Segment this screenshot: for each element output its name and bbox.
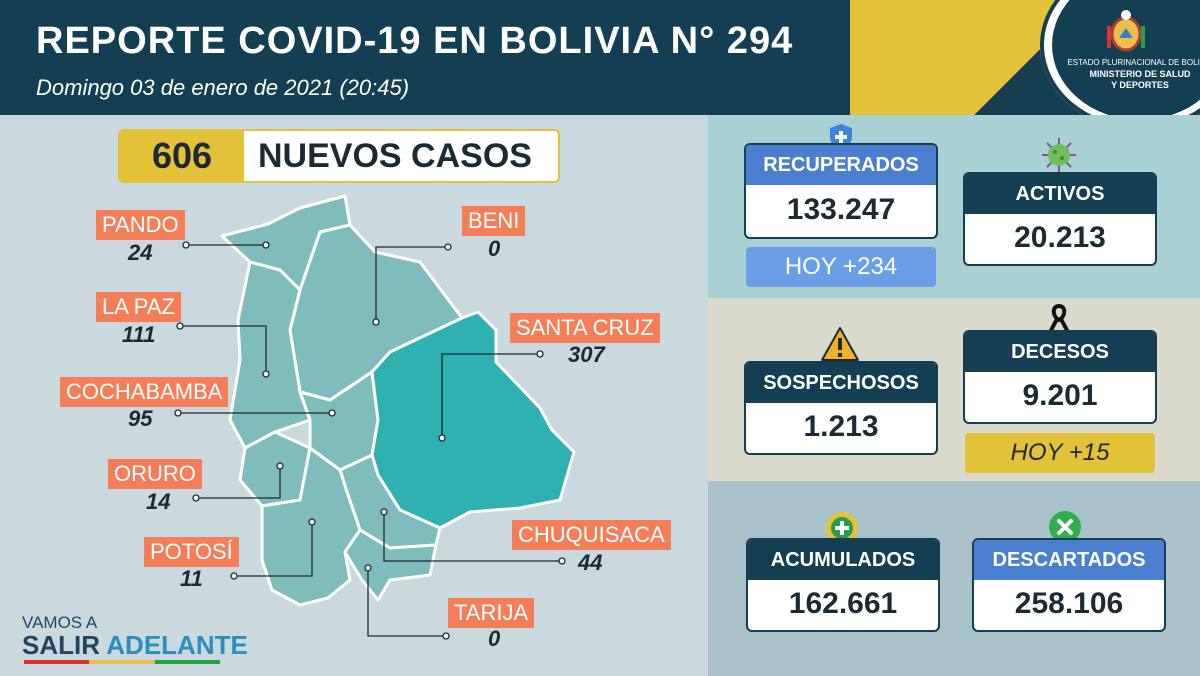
dept-label-pando: PANDO — [96, 210, 185, 240]
dept-value-santa-cruz: 307 — [568, 342, 605, 367]
marker-beni — [444, 243, 452, 251]
warning-icon — [821, 327, 859, 361]
x-circle-icon — [1049, 511, 1081, 543]
marker-santa-cruz — [536, 350, 544, 358]
marker-la-paz — [176, 322, 184, 330]
deaths-today: HOY +15 — [965, 433, 1155, 473]
marker-potosi-region — [308, 518, 316, 526]
campaign-slogan-line2: SALIR ADELANTE — [22, 630, 248, 661]
discarded-card: DESCARTADOS 258.106 — [972, 538, 1166, 632]
dept-label-tarija: TARIJA — [448, 598, 535, 628]
plus-circle-icon — [826, 512, 858, 544]
report-date: Domingo 03 de enero de 2021 (20:45) — [36, 75, 410, 100]
marker-la-paz-region — [262, 370, 270, 378]
dept-label-oruro: ORURO — [108, 459, 202, 489]
campaign-slogan-line1: VAMOS A — [22, 613, 98, 632]
ministry-name-2: Y DEPORTES — [1111, 80, 1169, 90]
leader-oruro — [196, 466, 281, 499]
dept-value-beni: 0 — [488, 236, 501, 261]
active-card: ACTIVOS 20.213 — [963, 172, 1157, 266]
marker-cochabamba-region — [328, 409, 336, 417]
dept-value-oruro: 14 — [146, 489, 171, 514]
leader-tarija — [367, 568, 446, 637]
ministry-name: MINISTERIO DE SALUD — [1089, 69, 1191, 79]
marker-oruro-region — [276, 462, 284, 470]
dept-value-cochabamba: 95 — [128, 406, 153, 431]
dept-value-pando: 24 — [128, 240, 153, 265]
marker-potosi — [230, 572, 238, 580]
new-cases-value: 606 — [120, 131, 244, 181]
marker-tarija-region — [364, 564, 372, 572]
virus-icon — [1042, 138, 1076, 172]
discarded-label: DESCARTADOS — [974, 540, 1164, 580]
dept-value-tarija: 0 — [488, 626, 501, 651]
flag-color-strip — [24, 660, 220, 664]
dept-label-santa-cruz: SANTA CRUZ — [510, 313, 660, 343]
suspected-card: SOSPECHOSOS 1.213 — [744, 361, 938, 455]
marker-tarija — [442, 632, 450, 640]
slogan-word-salir: SALIR — [22, 630, 107, 660]
deaths-card: DECESOS 9.201 — [963, 330, 1157, 424]
recovered-label: RECUPERADOS — [746, 145, 936, 185]
dept-value-la-paz: 111 — [122, 322, 156, 347]
dept-value-chuquisaca: 44 — [578, 550, 603, 575]
marker-chuquisaca — [558, 557, 566, 565]
marker-santa-cruz-region — [438, 434, 446, 442]
active-value: 20.213 — [1014, 221, 1106, 254]
dept-label-beni: BENI — [462, 206, 526, 236]
marker-pando-region — [262, 241, 270, 249]
suspected-value: 1.213 — [803, 410, 879, 443]
map-region-la-paz — [228, 260, 312, 450]
marker-cochabamba — [174, 409, 182, 417]
recovered-value: 133.247 — [786, 193, 896, 226]
dept-label-cochabamba: COCHABAMBA — [60, 377, 229, 407]
leader-chuquisaca — [383, 512, 562, 562]
page-title: REPORTE COVID-19 EN BOLIVIA N° 294 — [36, 20, 794, 62]
ministry-state-label: ESTADO PLURINACIONAL DE BOLIVIA — [1067, 58, 1200, 67]
suspected-label: SOSPECHOSOS — [746, 363, 936, 403]
slogan-word-adelante: ADELANTE — [106, 630, 248, 660]
new-cases-label: NUEVOS CASOS — [258, 137, 532, 175]
leader-potosi — [234, 522, 313, 577]
leader-beni — [375, 246, 448, 322]
bolivia-map — [174, 194, 576, 640]
dept-label-la-paz: LA PAZ — [96, 292, 181, 322]
coat-of-arms-icon — [1107, 10, 1145, 52]
dept-value-potosi: 11 — [180, 566, 203, 591]
marker-oruro — [192, 494, 200, 502]
accumulated-value: 162.661 — [788, 587, 898, 620]
leader-santa-cruz — [441, 353, 540, 438]
accumulated-card: ACUMULADOS 162.661 — [746, 538, 940, 632]
active-label: ACTIVOS — [965, 174, 1155, 214]
deaths-value: 9.201 — [1022, 379, 1098, 412]
marker-chuquisaca-region — [380, 508, 388, 516]
recovered-card: RECUPERADOS 133.247 — [744, 143, 938, 239]
deaths-label: DECESOS — [965, 332, 1155, 372]
discarded-value: 258.106 — [1014, 587, 1124, 620]
accumulated-label: ACUMULADOS — [748, 540, 938, 580]
leader-la-paz — [180, 325, 267, 374]
marker-beni-region — [372, 318, 380, 326]
dept-label-potosi: POTOSÍ — [144, 537, 239, 567]
recovered-today: HOY +234 — [746, 247, 936, 287]
map-region-santa-cruz — [370, 310, 576, 530]
dept-label-chuquisaca: CHUQUISACA — [512, 520, 671, 550]
marker-pando — [182, 241, 190, 249]
